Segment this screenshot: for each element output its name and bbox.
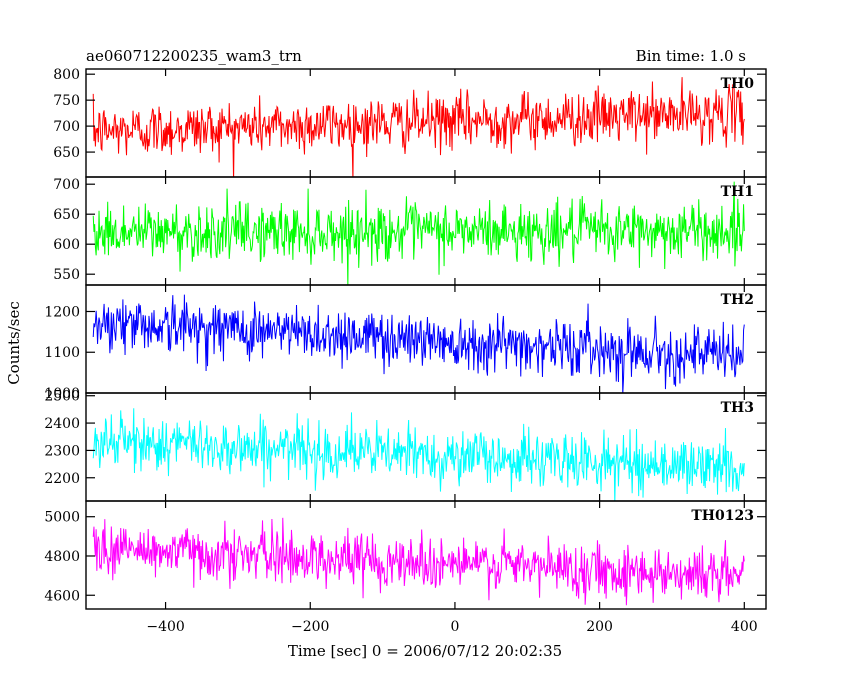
y-tick-label: 1200	[44, 304, 80, 320]
panel-th0: 650 700 750 800 TH0	[53, 67, 767, 178]
series-line-th0	[92, 77, 745, 177]
y-tick-label: 700	[53, 177, 80, 193]
y-axis-label: Counts/sec	[5, 301, 23, 385]
panel-label-th1: TH1	[721, 184, 754, 200]
y-tick-label: 2300	[44, 443, 80, 459]
x-tick-label: −400	[146, 619, 184, 635]
x-tick-label: 200	[586, 619, 613, 635]
y-tick-label: 4800	[44, 549, 80, 565]
x-axis-label: Time [sec] 0 = 2006/07/12 20:02:35	[288, 642, 562, 660]
y-tick-label: 800	[53, 67, 80, 83]
series-line-th0123	[92, 517, 745, 606]
y-tick-label: 2400	[44, 416, 80, 432]
panel-frame-th0123	[85, 500, 767, 610]
y-tick-label: 550	[53, 267, 80, 283]
y-tick-label: 2200	[44, 471, 80, 487]
panel-label-th0: TH0	[721, 76, 755, 92]
panel-label-th3: TH3	[721, 400, 754, 416]
panels-layer: 650 700 750 800 TH0 550 600 650 700 TH1 1000 1100 12…	[44, 67, 767, 610]
y-tick-label: 700	[53, 119, 80, 135]
y-tick-label: 5000	[44, 510, 80, 526]
chart-title: ae060712200235_wam3_trn	[86, 47, 302, 65]
series-line-th1	[92, 181, 745, 285]
series-line-th3	[92, 408, 745, 501]
panel-th2: 1000 1100 1200 TH2	[44, 284, 767, 402]
x-tick-label: −200	[291, 619, 329, 635]
x-tick-label: 0	[450, 619, 459, 635]
x-axis: −400 −200 0 200 400	[146, 619, 757, 635]
y-tick-label: 650	[53, 145, 80, 161]
y-tick-label: 750	[53, 93, 80, 109]
y-tick-label: 2500	[44, 389, 80, 405]
x-tick-label: 400	[731, 619, 758, 635]
panel-th3: 2200 2300 2400 2500 TH3	[44, 389, 767, 502]
series-line-th2	[92, 294, 745, 393]
panel-th1: 550 600 650 700 TH1	[53, 176, 767, 286]
panel-th0123: 4600 4800 5000 TH0123	[44, 500, 767, 610]
y-tick-label: 1000	[44, 386, 80, 402]
y-tick-label: 600	[53, 237, 80, 253]
y-tick-label: 1100	[44, 345, 80, 361]
panel-label-th0123: TH0123	[691, 508, 754, 524]
panel-label-th2: TH2	[721, 292, 754, 308]
y-tick-label: 650	[53, 207, 80, 223]
bin-time-label: Bin time: 1.0 s	[636, 47, 746, 65]
y-tick-label: 4600	[44, 588, 80, 604]
